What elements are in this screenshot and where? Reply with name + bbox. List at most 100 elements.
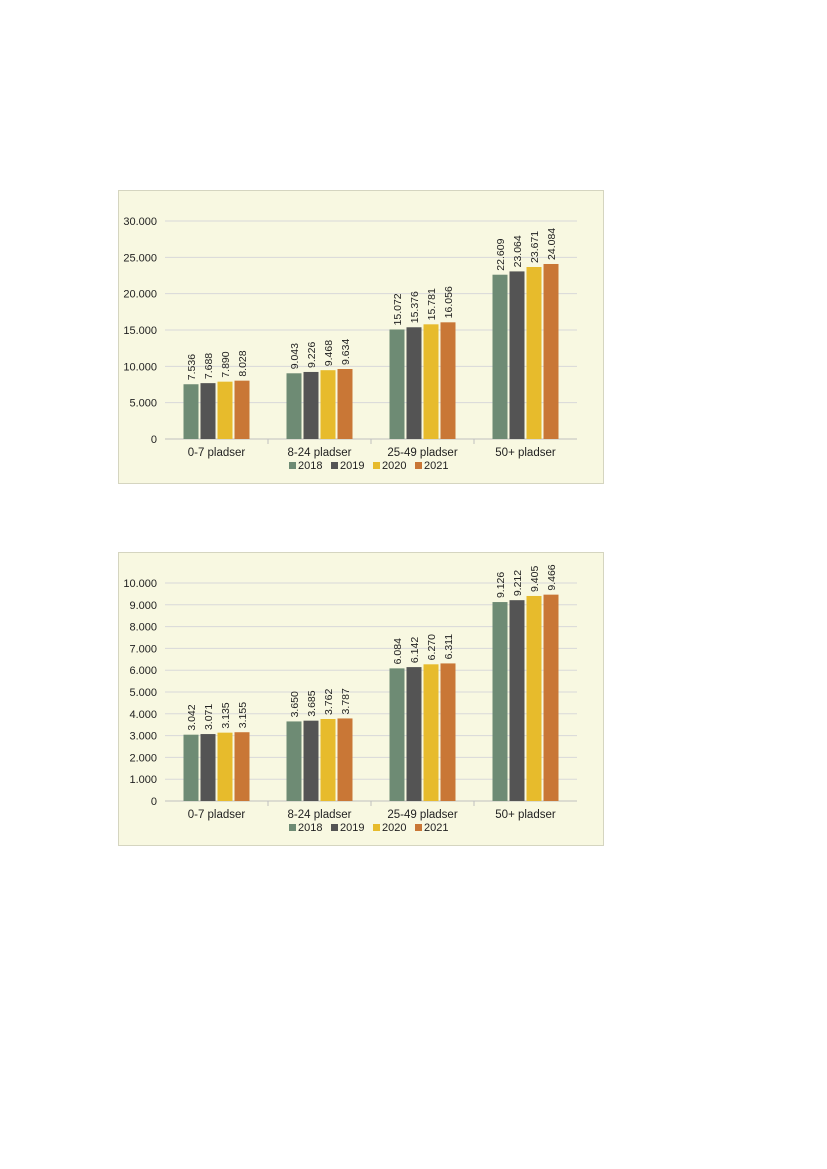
category-label: 0-7 pladser: [188, 447, 246, 459]
legend-swatch-2020: [373, 824, 380, 831]
bar-2020: [320, 718, 336, 801]
bar-2021: [234, 732, 250, 801]
legend-label: 2021: [424, 460, 448, 472]
data-label: 23.671: [529, 231, 541, 263]
data-label: 22.609: [495, 238, 507, 270]
category-label: 25-49 pladser: [387, 447, 457, 459]
data-label: 15.376: [409, 291, 421, 323]
data-label: 24.084: [546, 228, 558, 260]
data-label: 6.270: [426, 634, 438, 660]
data-label: 3.155: [237, 702, 249, 728]
bar-2020: [526, 595, 542, 801]
y-tick-label: 7.000: [129, 643, 157, 655]
bar-2018: [286, 721, 302, 801]
bar-2018: [492, 602, 508, 801]
legend-label: 2020: [382, 460, 406, 472]
data-label: 3.071: [203, 704, 215, 730]
data-label: 3.787: [340, 688, 352, 714]
y-tick-label: 9.000: [129, 600, 157, 612]
bar-2019: [509, 271, 525, 439]
bar-2020: [217, 732, 233, 801]
y-tick-label: 30.000: [123, 216, 157, 228]
bar-2020: [423, 664, 439, 801]
category-label: 8-24 pladser: [288, 809, 352, 821]
data-label: 9.468: [323, 340, 335, 366]
y-tick-label: 20.000: [123, 289, 157, 301]
bar-2020: [423, 324, 439, 439]
bar-2019: [406, 667, 422, 801]
y-tick-label: 5.000: [129, 687, 157, 699]
bar-2021: [543, 263, 559, 439]
bar-2018: [492, 274, 508, 439]
legend-label: 2019: [340, 822, 364, 834]
category-label: 8-24 pladser: [288, 447, 352, 459]
data-label: 6.311: [443, 634, 455, 660]
data-label: 6.142: [409, 637, 421, 663]
bar-2019: [200, 383, 216, 439]
legend-label: 2021: [424, 822, 448, 834]
chart-2: 0 1.000 2.000 3.000 4.000 5.000 6.000 7.000 8.00…: [118, 552, 604, 846]
bar-2020: [526, 266, 542, 439]
data-label: 15.781: [426, 288, 438, 320]
legend-swatch-2019: [331, 462, 338, 469]
data-label: 9.043: [289, 343, 301, 369]
bar-2018: [183, 734, 199, 801]
legend-swatch-2018: [289, 824, 296, 831]
data-label: 9.466: [546, 564, 558, 590]
data-label: 3.685: [306, 690, 318, 716]
data-label: 3.762: [323, 689, 335, 715]
y-tick-label: 10.000: [123, 361, 157, 373]
y-tick-label: 0: [151, 796, 157, 808]
legend-label: 2018: [298, 822, 322, 834]
bar-2019: [200, 734, 216, 801]
legend-label: 2019: [340, 460, 364, 472]
y-tick-label: 2.000: [129, 752, 157, 764]
y-tick-label: 10.000: [123, 578, 157, 590]
legend-swatch-2019: [331, 824, 338, 831]
chart-1-svg: 0 5.000 10.000 15.000 20.000 25.000 30.000 7.53…: [123, 216, 577, 472]
legend-label: 2018: [298, 460, 322, 472]
bar-2021: [234, 380, 250, 439]
data-label: 8.028: [237, 350, 249, 376]
y-tick-label: 1.000: [129, 774, 157, 786]
bar-2020: [320, 370, 336, 439]
bar-2019: [303, 720, 319, 801]
data-label: 9.226: [306, 342, 318, 368]
legend-label: 2020: [382, 822, 406, 834]
legend-swatch-2021: [415, 462, 422, 469]
bar-2020: [217, 381, 233, 439]
data-label: 3.650: [289, 691, 301, 717]
data-label: 7.688: [203, 353, 215, 379]
y-tick-label: 8.000: [129, 622, 157, 634]
data-label: 9.126: [495, 572, 507, 598]
category-label: 0-7 pladser: [188, 809, 246, 821]
data-label: 9.212: [512, 570, 524, 596]
category-label: 50+ pladser: [495, 809, 556, 821]
legend-swatch-2021: [415, 824, 422, 831]
y-tick-label: 4.000: [129, 709, 157, 721]
bar-2019: [509, 600, 525, 801]
bar-2018: [389, 329, 405, 439]
bar-2019: [303, 371, 319, 439]
bar-2019: [406, 327, 422, 439]
y-tick-label: 3.000: [129, 731, 157, 743]
bar-2018: [286, 373, 302, 439]
bar-2021: [440, 322, 456, 439]
data-label: 6.084: [392, 638, 404, 664]
chart-2-svg: 0 1.000 2.000 3.000 4.000 5.000 6.000 7.000 8.00…: [123, 564, 577, 834]
bar-2021: [337, 718, 353, 801]
y-tick-label: 25.000: [123, 252, 157, 264]
y-tick-label: 15.000: [123, 325, 157, 337]
category-label: 50+ pladser: [495, 447, 556, 459]
bar-2021: [440, 663, 456, 801]
legend-swatch-2018: [289, 462, 296, 469]
y-tick-label: 0: [151, 434, 157, 446]
legend-swatch-2020: [373, 462, 380, 469]
data-label: 3.135: [220, 702, 232, 728]
data-label: 7.536: [186, 354, 198, 380]
data-label: 3.042: [186, 704, 198, 730]
y-tick-label: 5.000: [129, 398, 157, 410]
bar-2018: [183, 384, 199, 439]
data-label: 9.405: [529, 566, 541, 592]
bar-2021: [337, 368, 353, 439]
